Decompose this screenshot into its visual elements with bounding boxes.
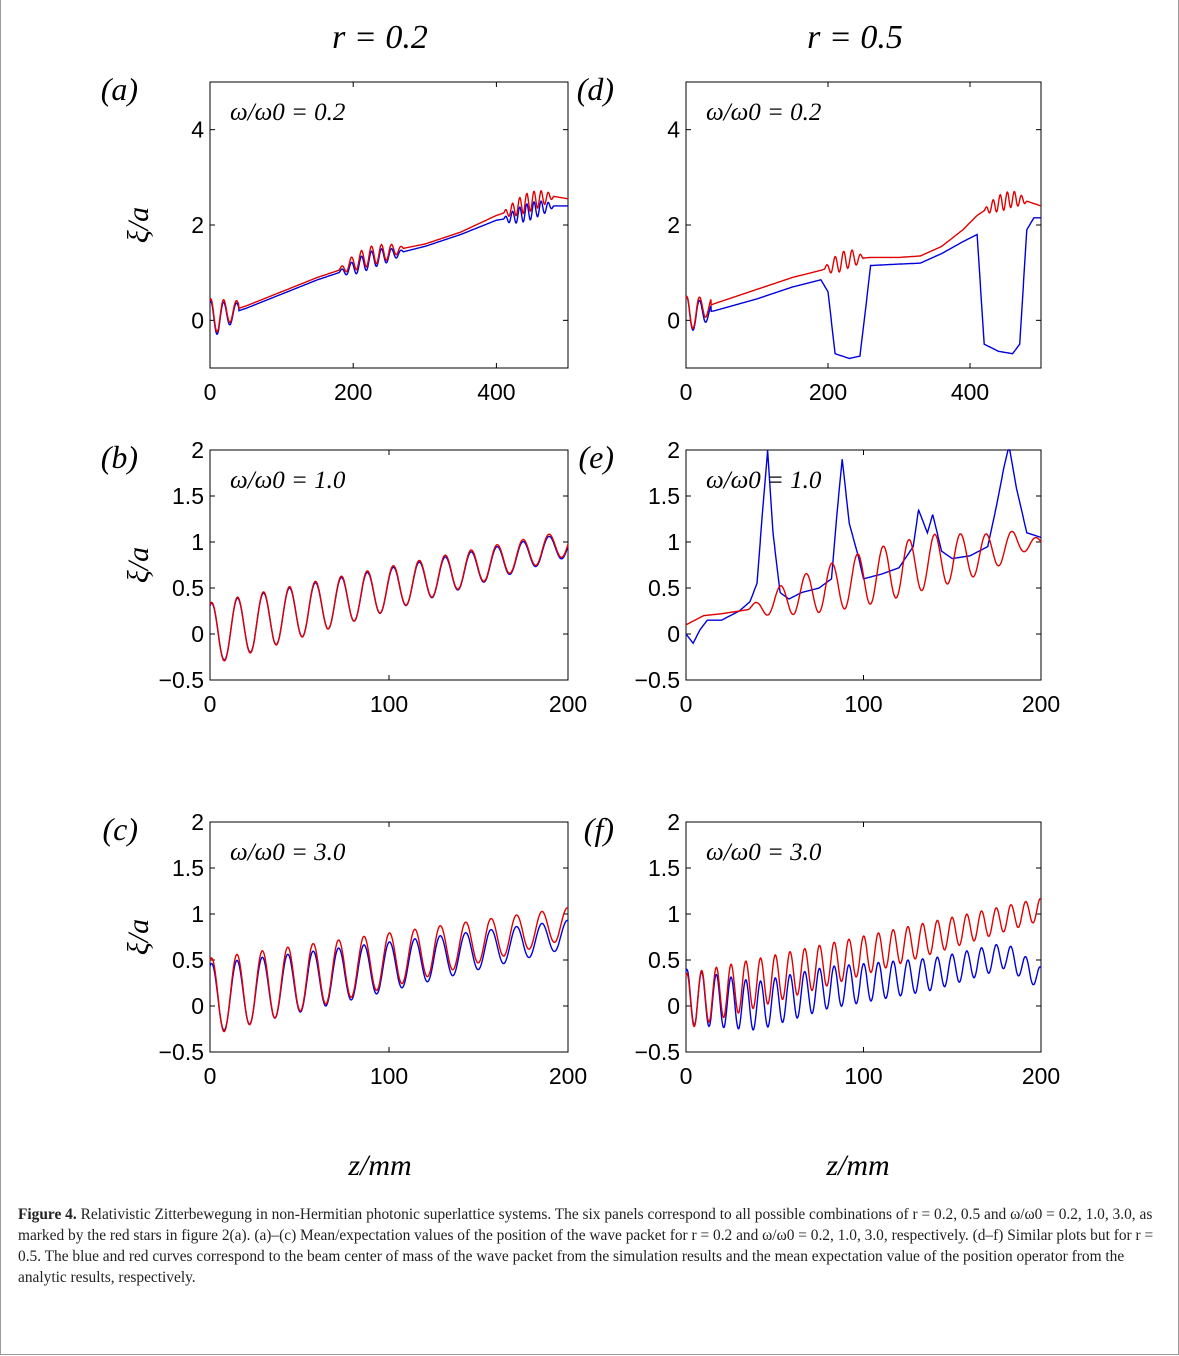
x-tick-label: 200	[549, 691, 587, 717]
x-tick-label: 0	[680, 379, 693, 405]
y-tick-label: 1.5	[648, 855, 680, 881]
panel-a: 0 200 400 0 2 4 ξ/a (a) ω/ω0 = 0.2	[101, 71, 569, 405]
y-tick-label: 2	[191, 212, 204, 238]
panel-f: 0 100 200−0.500.511.52(f)ω/ω0 = 3.0	[584, 809, 1060, 1089]
y-tick-label: 0	[667, 993, 680, 1019]
y-axis-label: ξ/a	[122, 919, 155, 955]
y-tick-label: 1	[667, 529, 680, 555]
y-tick-label: −0.5	[159, 1039, 204, 1065]
panel-b: 0 100 200−0.500.511.52ξ/a(b)ω/ω0 = 1.0	[101, 437, 588, 717]
panel-label: (c)	[102, 811, 138, 847]
x-tick-label: 400	[477, 379, 515, 405]
caption-label: Figure 4.	[18, 1206, 77, 1223]
panel-label: (a)	[101, 71, 138, 107]
y-tick-label: 0.5	[648, 947, 680, 973]
x-tick-label: 0	[680, 691, 693, 717]
series-line-blue	[209, 200, 568, 335]
column-heading-r02: r = 0.2	[332, 19, 428, 56]
series-line-red	[685, 190, 1042, 330]
y-tick-label: 0	[191, 993, 204, 1019]
series-line-blue	[209, 919, 569, 1031]
series-line-blue	[685, 943, 1042, 1031]
y-tick-label: −0.5	[635, 667, 680, 693]
x-axis-label-right: z/mm	[825, 1149, 889, 1182]
y-tick-label: −0.5	[159, 667, 204, 693]
x-tick-label: 200	[809, 379, 847, 405]
x-axis-label-left: z/mm	[347, 1149, 411, 1182]
y-tick-label: 1	[191, 529, 204, 555]
y-tick-label: 2	[667, 212, 680, 238]
panel-annotation: ω/ω0 = 1.0	[230, 467, 346, 494]
series-line-red	[209, 907, 569, 1033]
y-tick-label: 2	[667, 809, 680, 835]
y-tick-label: 0.5	[172, 575, 204, 601]
figure-caption: Figure 4. Relativistic Zitterbewegung in…	[18, 1204, 1158, 1288]
panel-annotation: ω/ω0 = 3.0	[230, 839, 346, 866]
y-tick-label: 2	[191, 437, 204, 463]
x-tick-label: 0	[204, 1063, 217, 1089]
series-line-red	[685, 897, 1042, 1028]
panel-label: (e)	[578, 439, 614, 475]
x-tick-label: 100	[370, 691, 408, 717]
y-axis-label: ξ/a	[122, 547, 155, 583]
x-tick-label: 200	[1022, 691, 1060, 717]
y-tick-label: 0	[191, 621, 204, 647]
x-tick-label: 100	[370, 1063, 408, 1089]
column-heading-r05: r = 0.5	[807, 19, 903, 56]
y-tick-label: 1.5	[172, 855, 204, 881]
x-tick-label: 200	[334, 379, 372, 405]
panel-label: (b)	[101, 439, 138, 475]
y-axis-label: ξ/a	[122, 207, 155, 243]
panel-label: (f)	[584, 811, 614, 847]
panel-e: 0 100 200−0.500.511.52(e)ω/ω0 = 1.0	[578, 437, 1060, 717]
y-tick-label: 2	[667, 437, 680, 463]
x-tick-label: 100	[844, 1063, 882, 1089]
panel-label: (d)	[577, 71, 614, 107]
y-tick-label: 1	[191, 901, 204, 927]
y-tick-label: 1.5	[648, 483, 680, 509]
series-line-red	[685, 530, 1042, 626]
x-tick-label: 200	[1022, 1063, 1060, 1089]
y-tick-label: −0.5	[635, 1039, 680, 1065]
series-line-blue	[209, 535, 569, 661]
panel-annotation: ω/ω0 = 0.2	[706, 99, 821, 126]
x-tick-label: 0	[204, 379, 217, 405]
x-tick-label: 200	[549, 1063, 587, 1089]
caption-text: Relativistic Zitterbewegung in non-Hermi…	[18, 1206, 1154, 1286]
series-line-blue	[685, 217, 1041, 360]
x-tick-label: 0	[680, 1063, 693, 1089]
y-tick-label: 0	[667, 621, 680, 647]
panel-annotation: ω/ω0 = 3.0	[706, 839, 822, 866]
y-tick-label: 0	[667, 307, 680, 333]
y-tick-label: 0	[191, 307, 204, 333]
series-line-red	[209, 189, 569, 333]
y-tick-label: 1.5	[172, 483, 204, 509]
y-tick-label: 0.5	[172, 947, 204, 973]
series-line-red	[209, 533, 569, 662]
y-tick-label: 0.5	[648, 575, 680, 601]
x-tick-label: 400	[951, 379, 989, 405]
panel-annotation: ω/ω0 = 0.2	[230, 99, 345, 126]
y-tick-label: 1	[667, 901, 680, 927]
y-tick-label: 2	[191, 809, 204, 835]
panel-d: 0 200 400 0 2 4 (d) ω/ω0 = 0.2	[577, 71, 1042, 405]
panel-c: 0 100 200−0.500.511.52ξ/a(c)ω/ω0 = 3.0	[102, 809, 587, 1089]
y-tick-label: 4	[191, 117, 204, 143]
x-tick-label: 0	[204, 691, 217, 717]
y-tick-label: 4	[667, 117, 680, 143]
x-tick-label: 100	[844, 691, 882, 717]
